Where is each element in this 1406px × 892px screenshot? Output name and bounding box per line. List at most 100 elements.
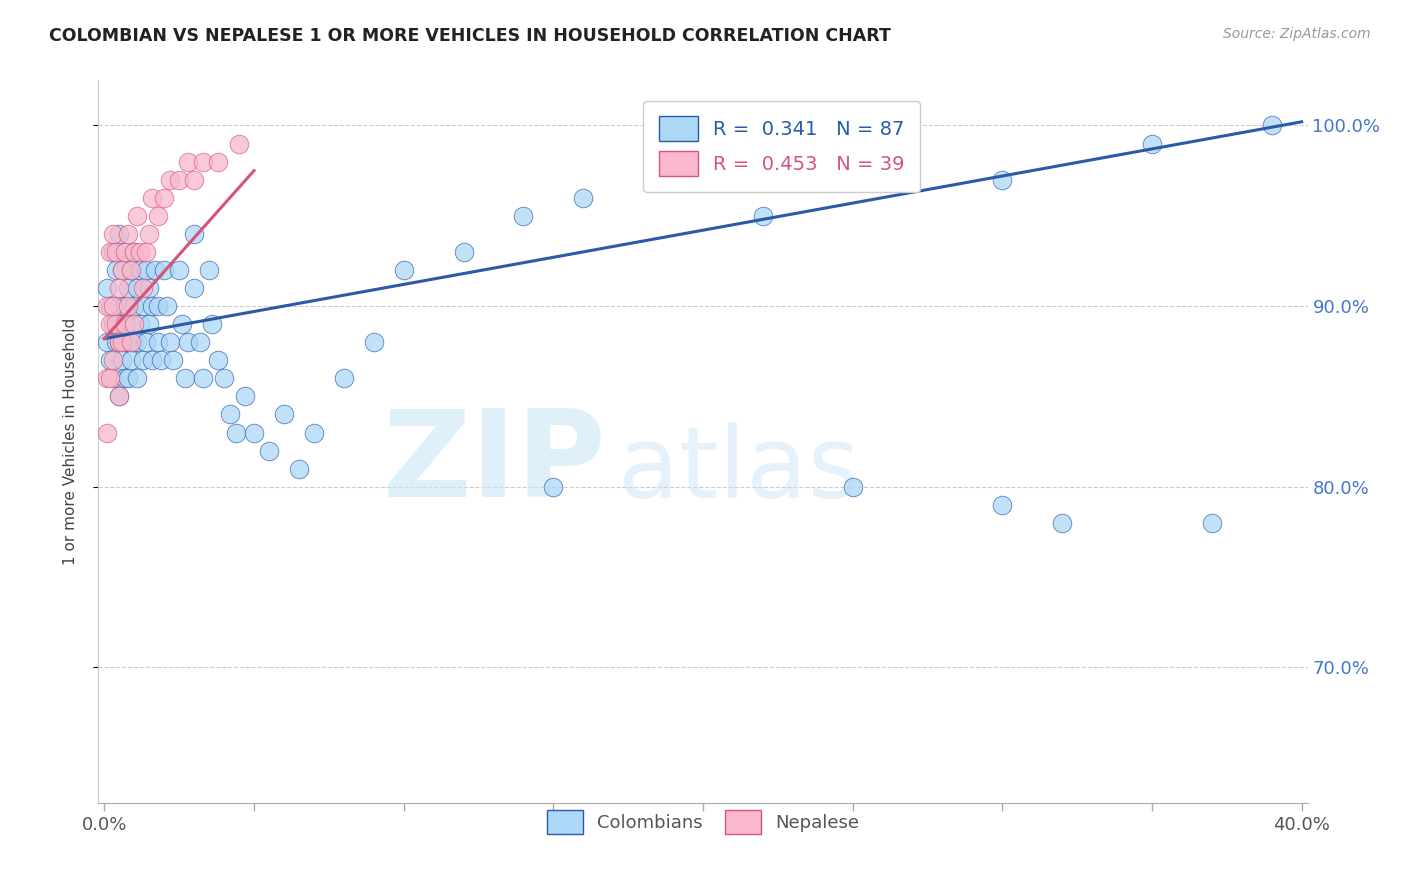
Text: ZIP: ZIP — [382, 405, 606, 522]
Point — [124, 335, 146, 350]
Point — [108, 389, 131, 403]
Point — [117, 335, 139, 350]
Point — [117, 281, 139, 295]
Point — [124, 299, 146, 313]
Point — [114, 335, 136, 350]
Point — [177, 335, 200, 350]
Point — [111, 263, 134, 277]
Point — [124, 244, 146, 259]
Point — [148, 335, 170, 350]
Point — [257, 443, 280, 458]
Point — [302, 425, 325, 440]
Point — [120, 317, 142, 331]
Text: atlas: atlas — [619, 422, 860, 519]
Point — [363, 335, 385, 350]
Point — [114, 244, 136, 259]
Point — [132, 299, 155, 313]
Point — [288, 461, 311, 475]
Point — [159, 335, 181, 350]
Point — [162, 353, 184, 368]
Point — [174, 371, 197, 385]
Point — [233, 389, 256, 403]
Point — [453, 244, 475, 259]
Point — [103, 317, 125, 331]
Point — [105, 317, 128, 331]
Point — [207, 154, 229, 169]
Point — [103, 299, 125, 313]
Point — [96, 335, 118, 350]
Point — [148, 209, 170, 223]
Point — [752, 209, 775, 223]
Point — [114, 317, 136, 331]
Point — [150, 353, 173, 368]
Point — [103, 353, 125, 368]
Text: COLOMBIAN VS NEPALESE 1 OR MORE VEHICLES IN HOUSEHOLD CORRELATION CHART: COLOMBIAN VS NEPALESE 1 OR MORE VEHICLES… — [49, 27, 891, 45]
Point — [991, 172, 1014, 186]
Point — [143, 263, 166, 277]
Point — [135, 335, 157, 350]
Y-axis label: 1 or more Vehicles in Household: 1 or more Vehicles in Household — [63, 318, 77, 566]
Point — [219, 408, 242, 422]
Point — [1260, 119, 1282, 133]
Point — [103, 227, 125, 241]
Point — [111, 335, 134, 350]
Point — [129, 263, 152, 277]
Point — [135, 244, 157, 259]
Point — [127, 335, 149, 350]
Point — [141, 191, 163, 205]
Point — [117, 371, 139, 385]
Point — [96, 299, 118, 313]
Point — [188, 335, 211, 350]
Point — [243, 425, 266, 440]
Point — [991, 498, 1014, 512]
Point — [135, 263, 157, 277]
Point — [108, 281, 131, 295]
Point — [148, 299, 170, 313]
Point — [103, 371, 125, 385]
Point — [333, 371, 356, 385]
Point — [167, 172, 190, 186]
Point — [114, 299, 136, 313]
Point — [129, 244, 152, 259]
Point — [193, 371, 215, 385]
Point — [212, 371, 235, 385]
Point — [124, 317, 146, 331]
Point — [108, 227, 131, 241]
Point — [193, 154, 215, 169]
Point — [132, 281, 155, 295]
Text: Source: ZipAtlas.com: Source: ZipAtlas.com — [1223, 27, 1371, 41]
Point — [96, 371, 118, 385]
Point — [117, 227, 139, 241]
Point — [138, 281, 160, 295]
Point — [111, 353, 134, 368]
Point — [225, 425, 247, 440]
Point — [120, 263, 142, 277]
Point — [177, 154, 200, 169]
Point — [103, 244, 125, 259]
Point — [100, 317, 122, 331]
Point — [114, 371, 136, 385]
Point — [108, 335, 131, 350]
Point — [183, 281, 205, 295]
Point — [108, 299, 131, 313]
Point — [100, 353, 122, 368]
Point — [198, 263, 221, 277]
Point — [153, 191, 176, 205]
Point — [96, 281, 118, 295]
Point — [662, 172, 685, 186]
Point — [120, 263, 142, 277]
Point — [141, 353, 163, 368]
Point — [543, 480, 565, 494]
Point — [111, 317, 134, 331]
Point — [111, 263, 134, 277]
Point — [100, 371, 122, 385]
Point — [512, 209, 534, 223]
Point — [114, 244, 136, 259]
Point — [138, 227, 160, 241]
Point — [117, 299, 139, 313]
Point — [392, 263, 415, 277]
Point — [100, 299, 122, 313]
Point — [105, 244, 128, 259]
Point — [872, 172, 894, 186]
Point — [108, 389, 131, 403]
